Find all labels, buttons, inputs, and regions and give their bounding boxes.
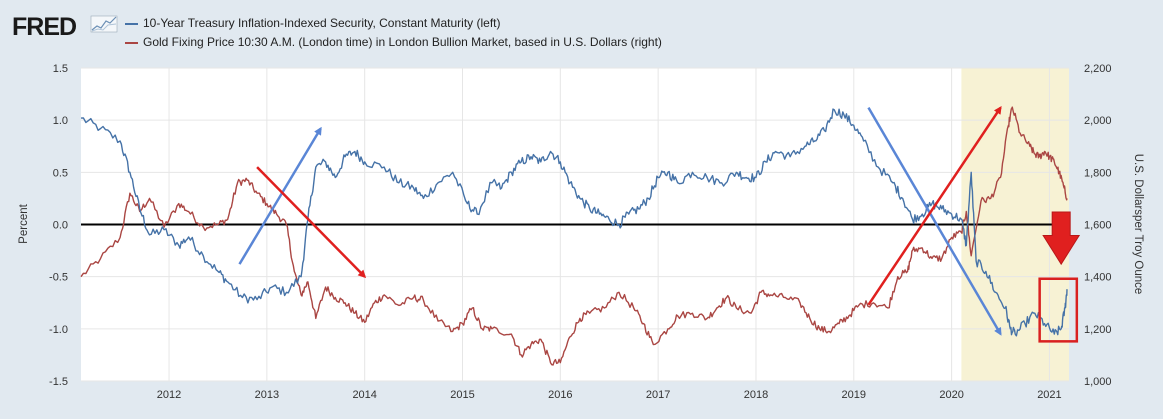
legend-label-gold: Gold Fixing Price 10:30 A.M. (London tim… (143, 35, 662, 49)
annotation-arrow-3 (867, 105, 1002, 306)
block-down-arrow (1042, 211, 1081, 266)
legend-entry-tips[interactable]: 10-Year Treasury Inflation-Indexed Secur… (125, 14, 662, 33)
legend-entry-gold[interactable]: Gold Fixing Price 10:30 A.M. (London tim… (125, 33, 662, 52)
x-tick-label: 2013 (255, 389, 279, 401)
y-left-tick-label: -1.5 (49, 376, 68, 388)
x-tick-label: 2017 (646, 389, 670, 401)
y-left-tick-label: 0.5 (53, 167, 68, 179)
legend-swatch-gold (125, 41, 138, 44)
fred-logo[interactable]: FRED (12, 13, 77, 41)
y-right-tick-label: 2,200 (1084, 63, 1112, 75)
x-tick-label: 2020 (939, 389, 963, 401)
y-right-tick-label: 1,000 (1084, 376, 1112, 388)
y-left-tick-label: 1.5 (53, 63, 68, 75)
y-axis-title-right: U.S. Dollarsper Troy Ounce (1132, 154, 1144, 295)
annotation-arrow-1 (256, 166, 367, 279)
highlight-box (1038, 277, 1079, 343)
legend-label-tips: 10-Year Treasury Inflation-Indexed Secur… (143, 16, 501, 30)
y-right-tick-label: 1,200 (1084, 324, 1112, 336)
y-left-tick-label: -1.0 (49, 324, 68, 336)
series-line-tips[interactable] (80, 108, 1068, 337)
x-tick-label: 2012 (157, 389, 181, 401)
series-line-gold[interactable] (80, 106, 1068, 366)
y-right-tick-label: 2,000 (1084, 115, 1112, 127)
annotation-arrow-2 (867, 107, 1002, 336)
x-tick-label: 2019 (842, 389, 866, 401)
x-tick-label: 2014 (352, 389, 376, 401)
y-right-tick-label: 1,800 (1084, 167, 1112, 179)
x-tick-label: 2018 (744, 389, 768, 401)
y-left-tick-label: 0.0 (53, 220, 68, 232)
x-tick-label: 2016 (548, 389, 572, 401)
y-left-tick-label: 1.0 (53, 115, 68, 127)
y-axis-title-left: Percent (18, 203, 30, 243)
y-right-tick-label: 1,400 (1084, 272, 1112, 284)
legend-swatch-tips (125, 22, 138, 25)
chart-legend: 10-Year Treasury Inflation-Indexed Secur… (125, 14, 662, 52)
x-tick-label: 2015 (450, 389, 474, 401)
y-right-tick-label: 1,600 (1084, 220, 1112, 232)
y-left-tick-label: -0.5 (49, 272, 68, 284)
chart-spark-icon (90, 15, 118, 33)
annotation-arrow-0 (238, 126, 322, 265)
x-tick-label: 2021 (1037, 389, 1061, 401)
